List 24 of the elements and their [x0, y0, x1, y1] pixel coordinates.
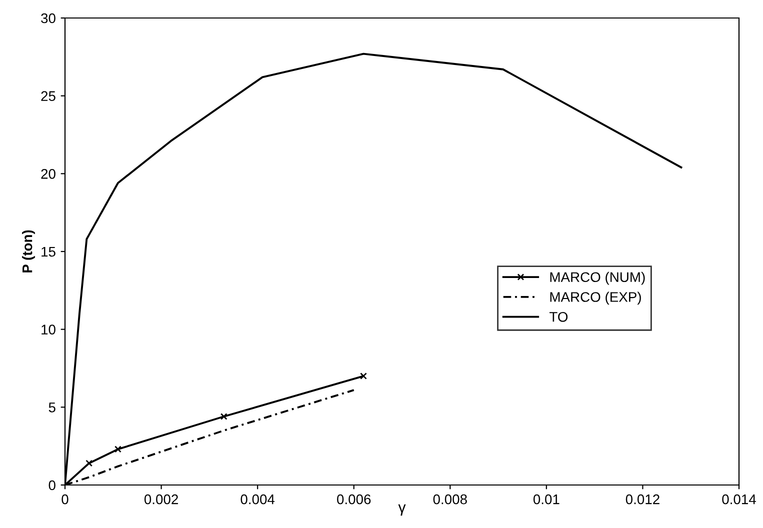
y-tick-label: 25: [41, 91, 56, 102]
y-tick-label: 15: [42, 246, 56, 257]
legend-label: MARCO (EXP): [550, 292, 641, 305]
x-tick-label: 0.012: [626, 494, 660, 504]
x-tick-label: 0.004: [240, 494, 275, 504]
y-tick-label: 20: [41, 169, 56, 179]
x-tick-label: 0.008: [433, 494, 467, 504]
point: [220, 413, 228, 420]
y-tick-label: 10: [42, 324, 56, 335]
y-tick-label: 30: [41, 13, 56, 24]
y-tick-label: 0: [48, 480, 56, 490]
point: [86, 460, 93, 467]
x-tick-label: 0: [62, 494, 68, 504]
x-tick-label: 0.01: [533, 494, 560, 504]
y-tick-label: 5: [48, 402, 56, 412]
legend-label: TO: [550, 312, 568, 322]
y-axis-title: P (ton): [22, 230, 35, 272]
point: [360, 372, 367, 380]
x-tick-label: 0.002: [144, 494, 178, 504]
x-tick-label: 0.014: [722, 494, 756, 504]
x-axis-title: γ: [398, 504, 406, 516]
point: [114, 446, 122, 453]
legend-label: MARCO (NUM): [550, 272, 645, 285]
x-tick-label: 0.006: [337, 494, 371, 504]
